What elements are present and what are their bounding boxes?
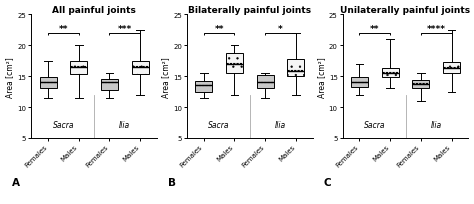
Bar [351, 78, 368, 88]
Text: *: * [278, 24, 283, 33]
Y-axis label: Area [cm²]: Area [cm²] [6, 57, 15, 97]
Bar [287, 60, 304, 77]
Text: ****: **** [427, 24, 446, 33]
Bar [70, 61, 87, 75]
Bar [382, 69, 399, 78]
Text: C: C [324, 178, 331, 187]
Text: Ilia: Ilia [431, 120, 442, 129]
Bar [412, 81, 429, 89]
Text: Sacra: Sacra [364, 120, 385, 129]
Y-axis label: Area [cm²]: Area [cm²] [317, 57, 326, 97]
Bar [40, 78, 56, 89]
Text: **: ** [214, 24, 224, 33]
Bar [226, 53, 243, 74]
Title: Unilaterally painful joints: Unilaterally painful joints [340, 6, 471, 14]
Text: Sacra: Sacra [53, 120, 74, 129]
Bar [195, 82, 212, 92]
Text: **: ** [370, 24, 380, 33]
Bar [132, 61, 149, 75]
Text: A: A [12, 178, 20, 187]
Title: All painful joints: All painful joints [52, 6, 136, 14]
Bar [257, 75, 273, 89]
Text: ***: *** [118, 24, 132, 33]
Text: **: ** [59, 24, 68, 33]
Text: Ilia: Ilia [275, 120, 286, 129]
Title: Bilaterally painful joints: Bilaterally painful joints [188, 6, 311, 14]
Text: B: B [168, 178, 176, 187]
Y-axis label: Area [cm²]: Area [cm²] [161, 57, 170, 97]
Bar [101, 80, 118, 90]
Text: Ilia: Ilia [119, 120, 130, 129]
Text: Sacra: Sacra [209, 120, 230, 129]
Bar [443, 63, 460, 74]
